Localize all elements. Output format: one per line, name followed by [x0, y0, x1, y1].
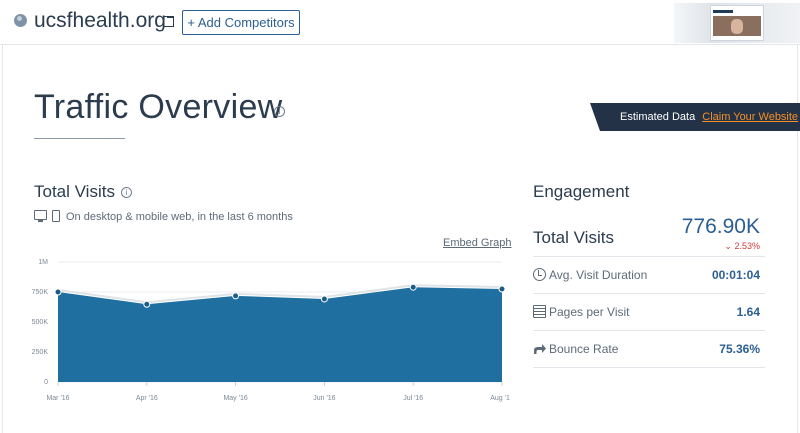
- x-tick-label: Mar '16: [46, 395, 69, 402]
- engagement-row-label: Bounce Rate: [549, 342, 619, 356]
- estimated-data-banner: Estimated Data Claim Your Website: [590, 103, 800, 131]
- x-tick-label: May '16: [223, 395, 247, 402]
- pages-icon: [533, 305, 546, 318]
- divider: [533, 330, 765, 331]
- total-visits-change: ⌄ 2.53%: [700, 241, 760, 252]
- total-visits-heading: Total Visits: [34, 182, 115, 201]
- data-point: [498, 285, 506, 293]
- claim-website-link[interactable]: Claim Your Website: [702, 111, 799, 123]
- divider: [533, 256, 765, 257]
- data-point: [143, 300, 151, 308]
- x-tick-label: Jun '16: [313, 395, 335, 402]
- mobile-icon: [52, 210, 60, 222]
- visits-area: [58, 287, 502, 382]
- embed-graph-link[interactable]: Embed Graph: [443, 237, 512, 249]
- y-tick-label: 250K: [32, 349, 49, 356]
- add-competitors-button[interactable]: + Add Competitors: [182, 10, 300, 35]
- info-icon[interactable]: i: [274, 106, 285, 117]
- engagement-row-value: 00:01:04: [711, 268, 760, 282]
- content-panel: [2, 45, 798, 433]
- engagement-row-label: Avg. Visit Duration: [549, 268, 648, 282]
- page-title: Traffic Overview: [34, 88, 283, 126]
- desktop-icon: [34, 210, 47, 222]
- thumbnail-preview: [710, 5, 764, 41]
- title-underline: [34, 138, 125, 139]
- estimated-data-label: Estimated Data: [620, 111, 696, 123]
- total-visits-change-value: 2.53%: [734, 241, 760, 251]
- engagement-total-visits-label: Total Visits: [533, 228, 614, 247]
- x-tick-label: Jul '16: [403, 395, 423, 402]
- engagement-total-visits-value: 776.90K: [681, 215, 760, 238]
- y-tick-label: 500K: [32, 319, 49, 326]
- y-tick-label: 1M: [38, 259, 48, 266]
- engagement-row-value: 75.36%: [719, 342, 760, 356]
- engagement-row-value: 1.64: [736, 305, 760, 319]
- divider: [533, 367, 765, 368]
- divider: [533, 293, 765, 294]
- data-point: [54, 288, 62, 296]
- engagement-heading: Engagement: [533, 182, 630, 201]
- x-tick-label: Aug '16: [490, 395, 510, 402]
- thumbnail-logo-bar: [713, 10, 733, 13]
- bounce-arrow-icon: [533, 342, 547, 355]
- website-thumbnail[interactable]: [674, 3, 800, 43]
- thumbnail-photo: [713, 16, 761, 36]
- globe-icon: [14, 14, 27, 27]
- engagement-row-pages-per-visit: Pages per Visit 1.64: [533, 294, 765, 330]
- data-point: [232, 292, 240, 300]
- engagement-row-avg-duration: Avg. Visit Duration 00:01:04: [533, 257, 765, 293]
- external-link-icon[interactable]: [163, 16, 174, 27]
- clock-icon: [533, 268, 546, 281]
- engagement-row-bounce-rate: Bounce Rate 75.36%: [533, 331, 765, 367]
- total-visits-subtitle: On desktop & mobile web, in the last 6 m…: [66, 211, 293, 223]
- y-tick-label: 0: [44, 379, 48, 386]
- engagement-row-label: Pages per Visit: [549, 305, 630, 319]
- domain-title: ucsfhealth.org: [34, 9, 166, 32]
- x-tick-label: Apr '16: [136, 395, 158, 402]
- y-tick-label: 750K: [32, 289, 49, 296]
- down-arrow-icon: ⌄: [724, 241, 732, 251]
- data-point: [409, 283, 417, 291]
- top-bar: ucsfhealth.org + Add Competitors: [0, 0, 800, 45]
- data-point: [320, 295, 328, 303]
- info-icon[interactable]: i: [121, 187, 132, 198]
- visits-line-halo: [57, 284, 503, 304]
- total-visits-chart: 1M 750K 500K 250K 0 Mar '16 Apr '16 May '16 Jun …: [32, 259, 510, 402]
